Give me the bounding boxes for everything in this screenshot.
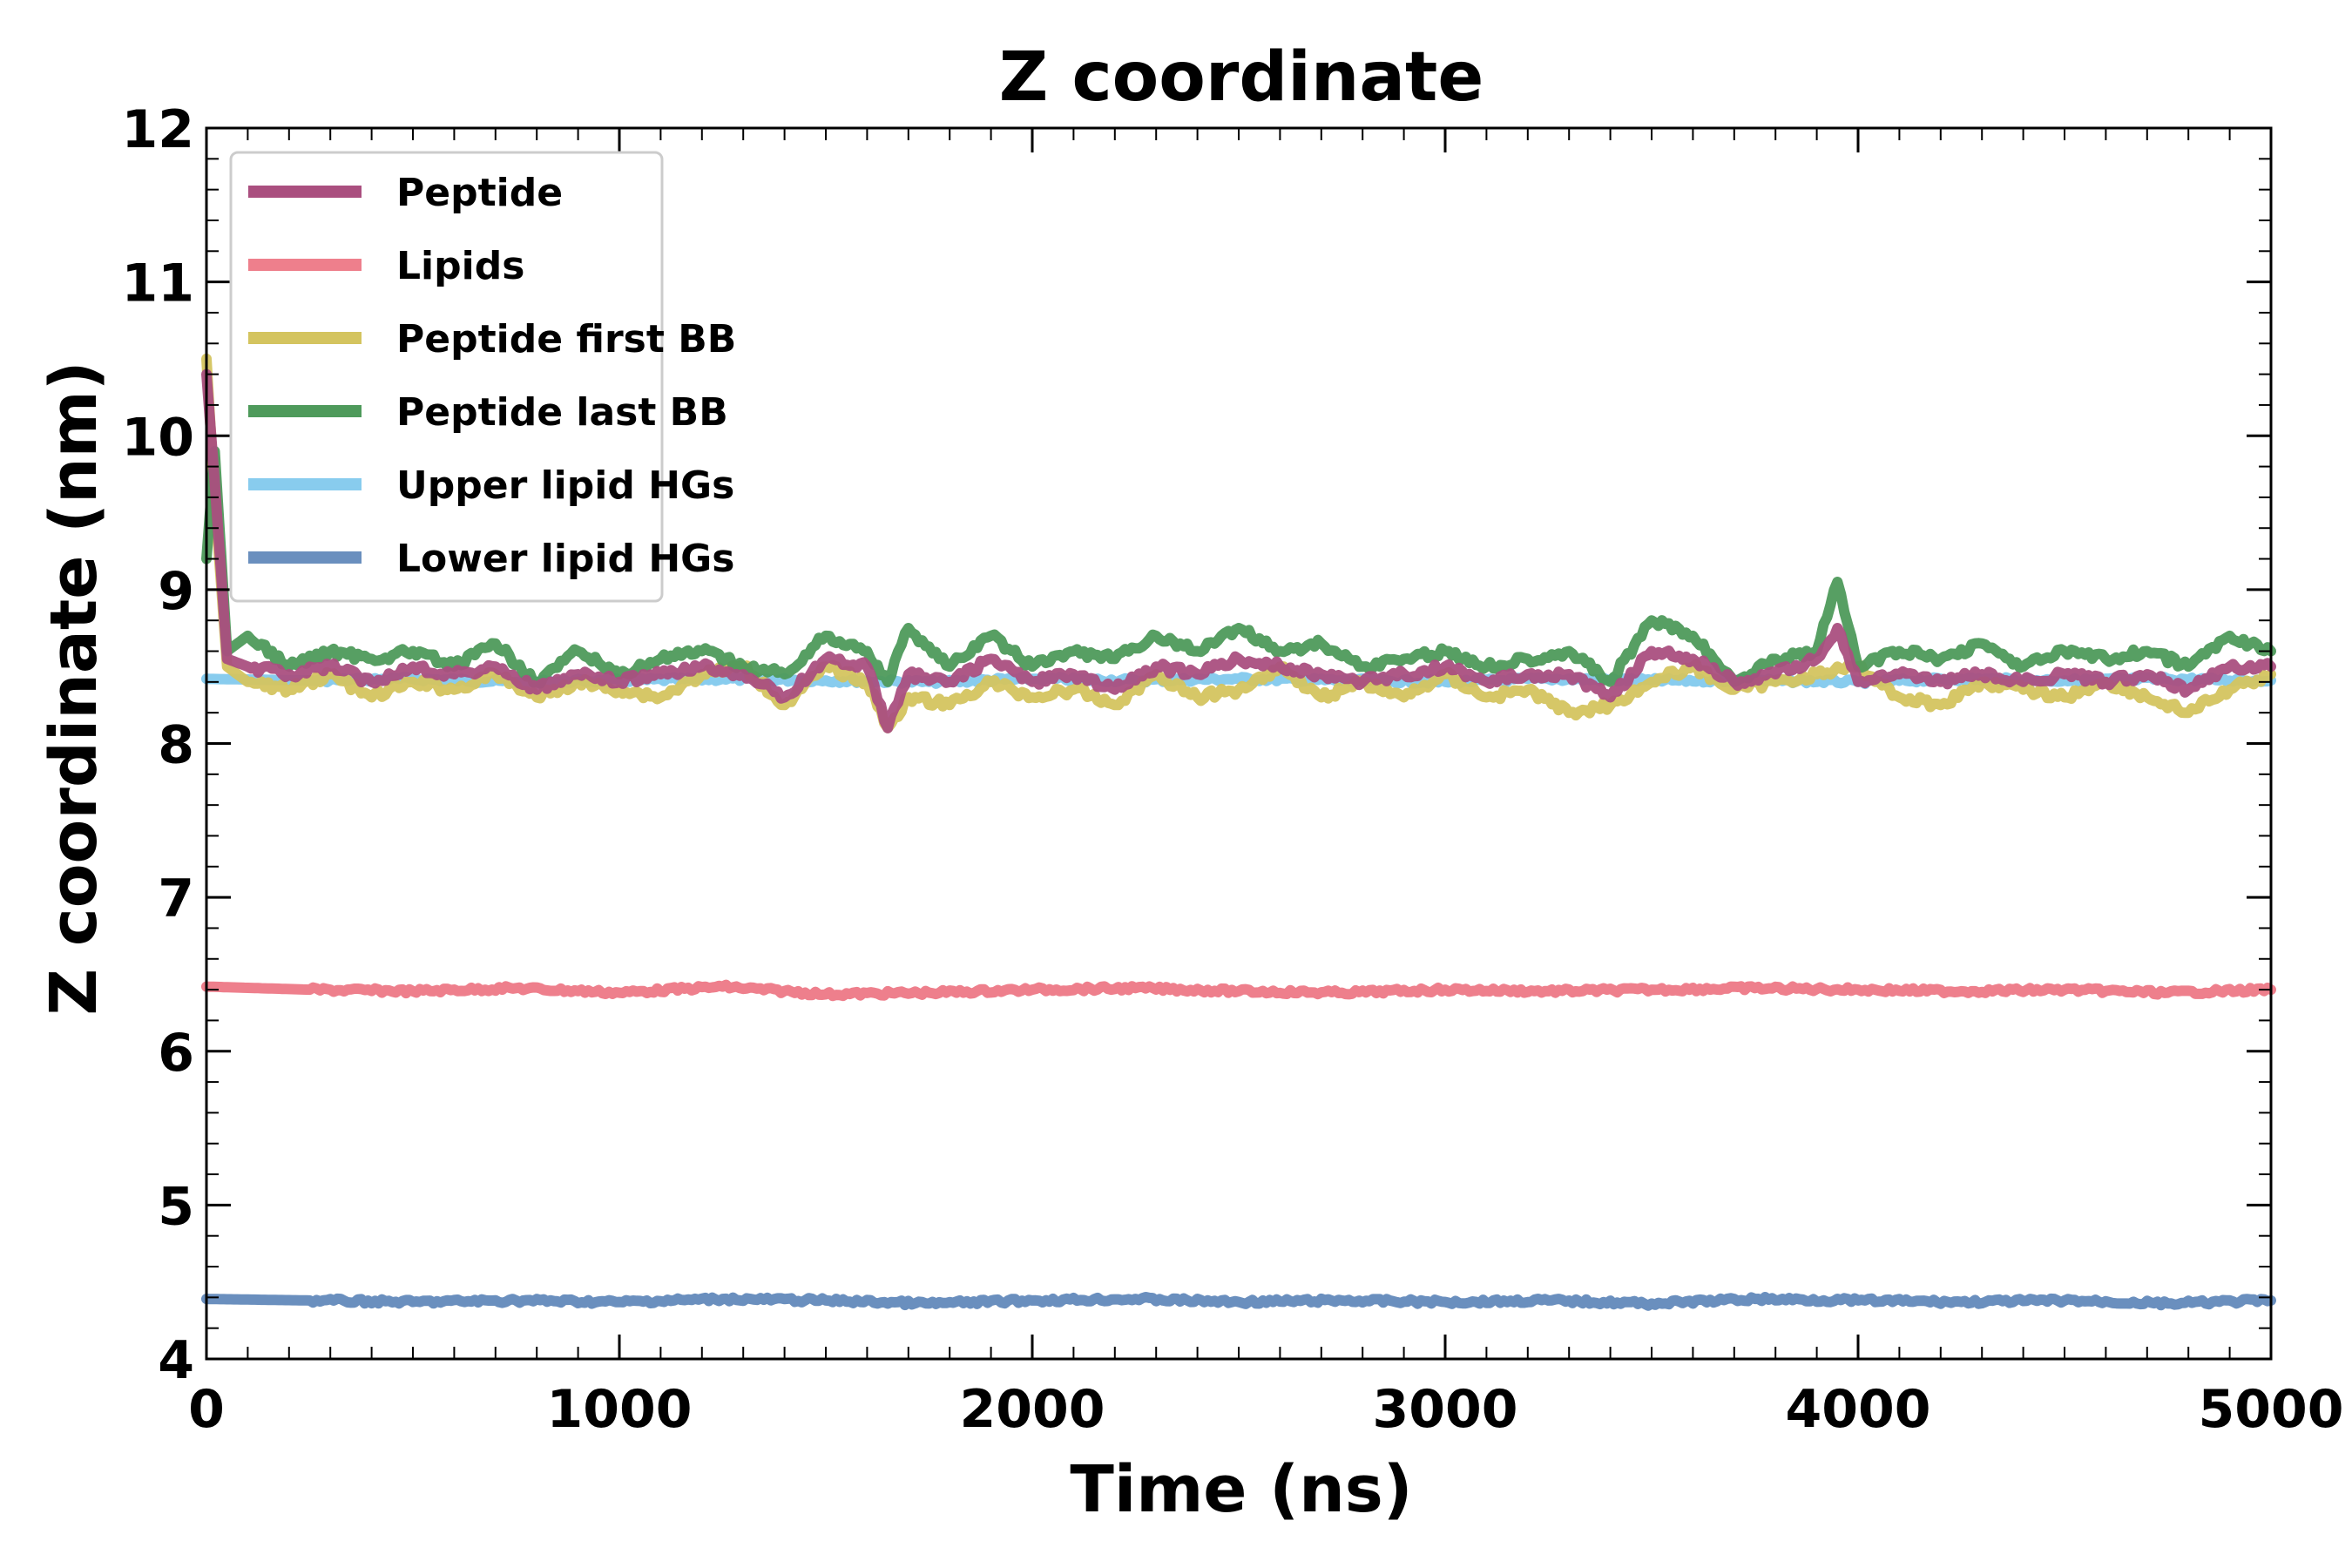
x-tick-label: 5000 — [2199, 1379, 2344, 1440]
series-line-peptide-last-bb — [201, 445, 2276, 689]
series-line-lipids — [201, 979, 2276, 1002]
legend-label: Upper lipid HGs — [396, 463, 734, 508]
x-tick-label: 4000 — [1786, 1379, 1931, 1440]
y-tick-label: 7 — [158, 868, 194, 929]
legend-label: Peptide first BB — [396, 317, 736, 362]
series-line-peptide-first-bb — [201, 353, 2276, 733]
legend-box — [229, 151, 664, 603]
x-tick-label: 2000 — [960, 1379, 1105, 1440]
legend-label: Lower lipid HGs — [396, 537, 734, 581]
x-axis-label: Time (ns) — [1070, 1452, 1412, 1527]
y-tick-label: 8 — [158, 715, 194, 776]
plot-series-group — [201, 353, 2276, 1311]
x-tick-label: 0 — [188, 1379, 225, 1440]
legend: Peptide Lipids Peptide first BB Peptide las… — [229, 151, 736, 603]
y-tick-label: 4 — [158, 1330, 194, 1391]
y-axis-label: Z coordinate (nm) — [37, 361, 112, 1015]
axes-group: 0 1000 2000 3000 4000 5000 4 5 6 7 8 9 10 11 12 — [122, 99, 2344, 1440]
y-tick-label: 10 — [122, 407, 195, 468]
legend-label: Peptide last BB — [396, 390, 728, 435]
y-tick-label: 6 — [158, 1023, 194, 1084]
y-tick-label: 11 — [122, 253, 195, 314]
x-tick-label: 3000 — [1373, 1379, 1518, 1440]
y-tick-label: 12 — [122, 99, 195, 160]
series-line-peptide — [201, 368, 2276, 733]
x-tick-label: 1000 — [547, 1379, 693, 1440]
legend-label: Lipids — [396, 244, 524, 288]
y-tick-label: 5 — [158, 1176, 194, 1237]
series-line-lower-lipid-hgs — [201, 1292, 2276, 1311]
y-tick-label: 9 — [158, 561, 194, 622]
legend-label: Peptide — [396, 171, 563, 215]
chart-title: Z coordinate — [999, 38, 1484, 117]
